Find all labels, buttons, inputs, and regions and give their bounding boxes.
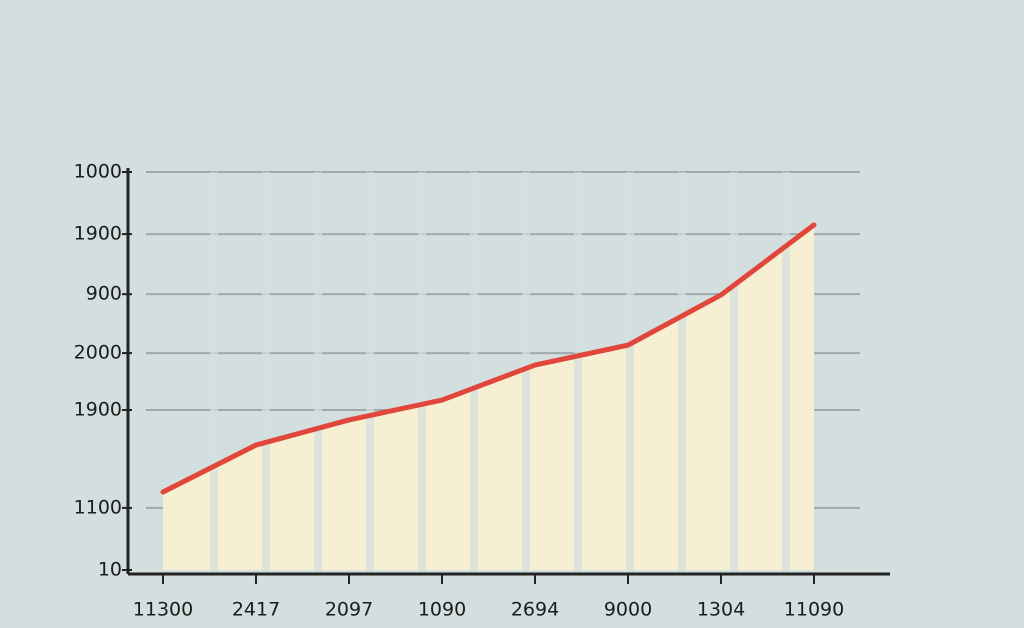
column-gap <box>210 172 218 570</box>
x-tick-label: 11300 <box>133 599 193 621</box>
area <box>163 224 814 570</box>
column-gap <box>626 172 634 570</box>
column-gap <box>262 172 270 570</box>
line <box>160 222 817 495</box>
column-gap <box>314 172 322 570</box>
y-tick-label: 1900 <box>74 223 122 245</box>
x-tick-label: 2694 <box>511 599 559 621</box>
y-tick-label: 2000 <box>74 342 122 364</box>
x-tick-label: 2097 <box>325 599 373 621</box>
column-gap <box>678 172 686 570</box>
y-tick-label: 1900 <box>74 399 122 421</box>
y-tick-label: 10 <box>98 559 122 581</box>
y-tick-label: 900 <box>86 283 122 305</box>
y-tick-label: 1100 <box>74 496 122 518</box>
column-gap <box>574 172 582 570</box>
x-tick-label: 1304 <box>697 599 745 621</box>
x-tick-label: 1090 <box>418 599 466 621</box>
x-tick-label: 9000 <box>604 599 652 621</box>
column-gap <box>366 172 374 570</box>
x-tick-label: 2417 <box>232 599 280 621</box>
y-tick-label: 1000 <box>74 161 122 183</box>
column-gap <box>730 172 738 570</box>
column-gap <box>418 172 426 570</box>
column-gap <box>782 172 790 570</box>
column-gap <box>470 172 478 570</box>
x-tick-label: 11090 <box>784 599 844 621</box>
